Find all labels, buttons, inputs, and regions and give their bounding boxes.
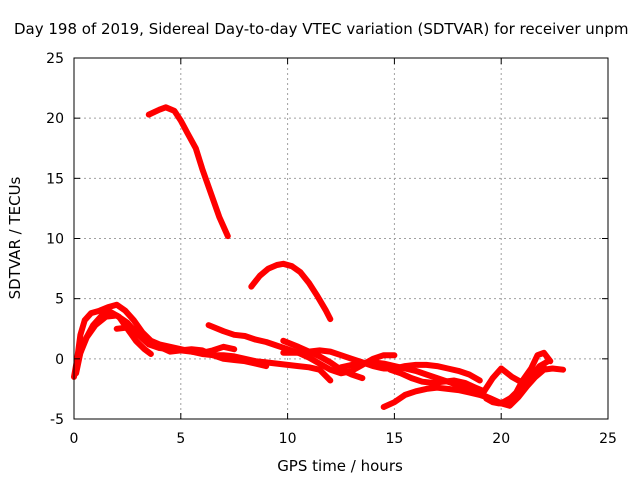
series-arc-11 [380, 365, 567, 410]
x-tick-label: 5 [176, 431, 185, 447]
y-tick-label: 15 [46, 171, 64, 187]
y-tick-label: 5 [55, 292, 64, 308]
x-tick-label: 10 [279, 431, 297, 447]
x-tick-label: 0 [70, 431, 79, 447]
y-tick-label: -5 [50, 412, 64, 428]
series-layer [71, 104, 567, 410]
x-tick-label: 25 [599, 431, 617, 447]
x-tick-label: 20 [492, 431, 510, 447]
chart-title: Day 198 of 2019, Sidereal Day-to-day VTE… [14, 20, 628, 38]
y-tick-label: 20 [46, 111, 64, 127]
series-arc-8 [280, 337, 366, 382]
y-axis-label: SDTVAR / TECUs [6, 176, 24, 299]
series-arc-13 [483, 349, 554, 407]
y-tick-label: 0 [55, 352, 64, 368]
series-arc-6 [248, 260, 334, 323]
series-arc-9 [280, 347, 483, 384]
series-arc-3 [75, 308, 154, 362]
y-tick-label: 10 [46, 232, 64, 248]
x-tick-label: 15 [385, 431, 403, 447]
series-arc-5 [145, 104, 231, 240]
grid [74, 58, 608, 419]
y-tick-label: 25 [46, 51, 64, 67]
ticks: 0 5 10 15 20 25 -5 0 5 10 15 20 25 [46, 51, 617, 447]
series-arc-4 [113, 324, 270, 370]
x-axis-label: GPS time / hours [277, 457, 403, 475]
